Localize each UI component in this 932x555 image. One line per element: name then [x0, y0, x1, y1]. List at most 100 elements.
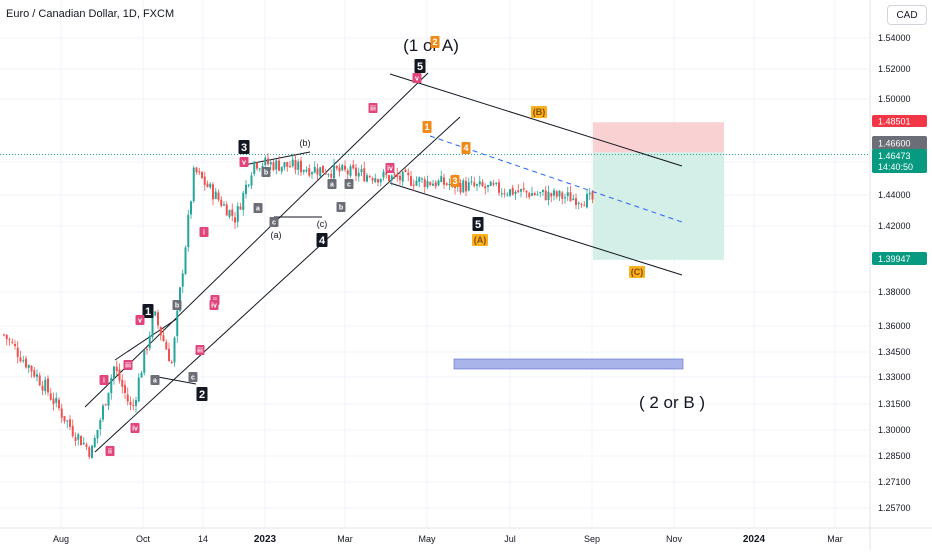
- candle-body-116: [322, 165, 324, 173]
- candle-body-80: [223, 204, 225, 206]
- wave-label-roman-5: i: [203, 230, 205, 237]
- candle-body-104: [289, 165, 291, 168]
- candle-body-213: [588, 192, 591, 195]
- candle-body-178: [492, 183, 495, 185]
- projection-box: [453, 358, 684, 370]
- channel-upper-1: [84, 72, 429, 408]
- candle-body-28: [80, 435, 82, 446]
- candle-body-132: [366, 175, 368, 182]
- candle-body-120: [333, 164, 335, 179]
- candle-body-35: [99, 420, 102, 430]
- wave-label-sub-b: (b): [300, 138, 311, 148]
- candle-body-64: [179, 287, 181, 311]
- wave-label-roman-7: iii: [197, 348, 203, 355]
- y-tick-label-2: 1.50000: [878, 94, 911, 104]
- candle-body-170: [470, 181, 473, 183]
- candle-body-149: [412, 184, 415, 186]
- candle-body-126: [349, 166, 352, 176]
- x-axis: Aug Oct 14 2023 Mar May Jul Sep Nov 2024 Mar: [0, 527, 932, 545]
- candle-body-135: [374, 178, 377, 182]
- candle-body-214: [591, 191, 594, 200]
- y-tick-label-4: 1.44000: [878, 190, 911, 200]
- wave-label-orange-1: 2: [432, 37, 437, 47]
- y-tick-label-12: 1.28500: [878, 451, 911, 461]
- wave-label-roman-8-bg: [209, 300, 219, 310]
- candle-body-27: [77, 434, 80, 440]
- candle-body-67: [187, 214, 190, 248]
- candle-body-61: [170, 361, 173, 363]
- candle-body-113: [313, 166, 316, 173]
- candle-body-84: [234, 217, 236, 223]
- x-tick-label-0: Aug: [53, 534, 69, 544]
- candle-body-69: [192, 167, 195, 202]
- candle-body-177: [489, 181, 492, 187]
- candle-body-144: [399, 175, 401, 181]
- big-label-2-or-b: ( 2 or B ): [639, 393, 705, 412]
- candle-body-9: [27, 365, 30, 368]
- x-tick-label-1: Oct: [136, 534, 151, 544]
- currency-button[interactable]: CAD: [887, 5, 927, 25]
- candle-body-18: [52, 398, 55, 405]
- candle-body-12: [36, 374, 38, 377]
- candle-body-59: [165, 342, 168, 350]
- candle-body-109: [302, 169, 305, 172]
- candle-body-118: [327, 174, 330, 176]
- price-tag-target: 1.39947: [878, 254, 911, 264]
- wave-label-roman-5-bg: [199, 227, 209, 237]
- candle-body-123: [341, 165, 344, 171]
- symbol-title: Euro / Canadian Dollar, 1D, FXCM: [6, 8, 175, 20]
- candle-body-187: [517, 190, 520, 193]
- wave-label-orange-A-bg: [472, 234, 488, 246]
- candle-body-81: [225, 204, 228, 216]
- candle-body-6: [19, 357, 22, 362]
- wave-labels: (1 or A)( 2 or B )123455(a)(b)(c)1234(A)…: [99, 36, 705, 456]
- candle-body-83: [231, 209, 234, 216]
- wave-label-roman-3-bg: [130, 423, 140, 433]
- candle-body-111: [308, 168, 311, 176]
- candle-body-194: [536, 194, 539, 196]
- candle-body-58: [162, 335, 165, 342]
- wave-label-roman-7-bg: [195, 345, 205, 355]
- wave-label-orange-3-bg: [461, 142, 471, 154]
- candle-body-147: [407, 172, 410, 176]
- candle-body-1: [5, 334, 8, 340]
- y-tick-label-5: 1.42000: [878, 221, 911, 231]
- wave-label-roman-9: v: [242, 160, 246, 167]
- wave-label-sub-a: (a): [271, 230, 282, 240]
- candle-body-121: [335, 165, 338, 169]
- candle-body-141: [390, 175, 393, 181]
- candle-body-127: [352, 164, 355, 169]
- channel-lines: [84, 72, 683, 453]
- wave-label-roman-3: iv: [132, 426, 138, 433]
- candle-body-10: [30, 365, 33, 372]
- wave-label-gray-1: b: [175, 303, 179, 310]
- candle-body-87: [242, 192, 245, 210]
- wave-label-black-1: 2: [199, 389, 205, 401]
- candle-body-46: [129, 401, 132, 405]
- candle-body-130: [360, 169, 363, 173]
- candle-body-143: [396, 173, 399, 178]
- candle-body-11: [33, 370, 36, 377]
- x-tick-label-2: 14: [198, 534, 208, 544]
- wave-label-orange-A: (A): [474, 235, 487, 245]
- candle-body-202: [558, 190, 561, 197]
- wave-label-gray-8-bg: [344, 179, 354, 189]
- candle-body-96: [267, 158, 269, 165]
- wave-label-gray-6: a: [330, 182, 334, 189]
- wave-label-orange-C-bg: [629, 266, 645, 278]
- candle-body-48: [135, 400, 137, 406]
- wave-label-gray-5-bg: [269, 217, 279, 227]
- candle-body-15: [44, 379, 47, 392]
- candle-body-140: [388, 175, 390, 182]
- candle-body-74: [206, 183, 209, 187]
- candle-body-103: [286, 161, 289, 167]
- candle-body-196: [542, 189, 544, 192]
- wave-label-gray-7: b: [339, 205, 343, 212]
- wave-label-gray-7-bg: [336, 202, 346, 212]
- candle-body-60: [168, 348, 170, 362]
- candle-body-122: [338, 167, 341, 172]
- wave-label-gray-0: a: [153, 378, 157, 385]
- wave-label-gray-3-bg: [253, 203, 263, 213]
